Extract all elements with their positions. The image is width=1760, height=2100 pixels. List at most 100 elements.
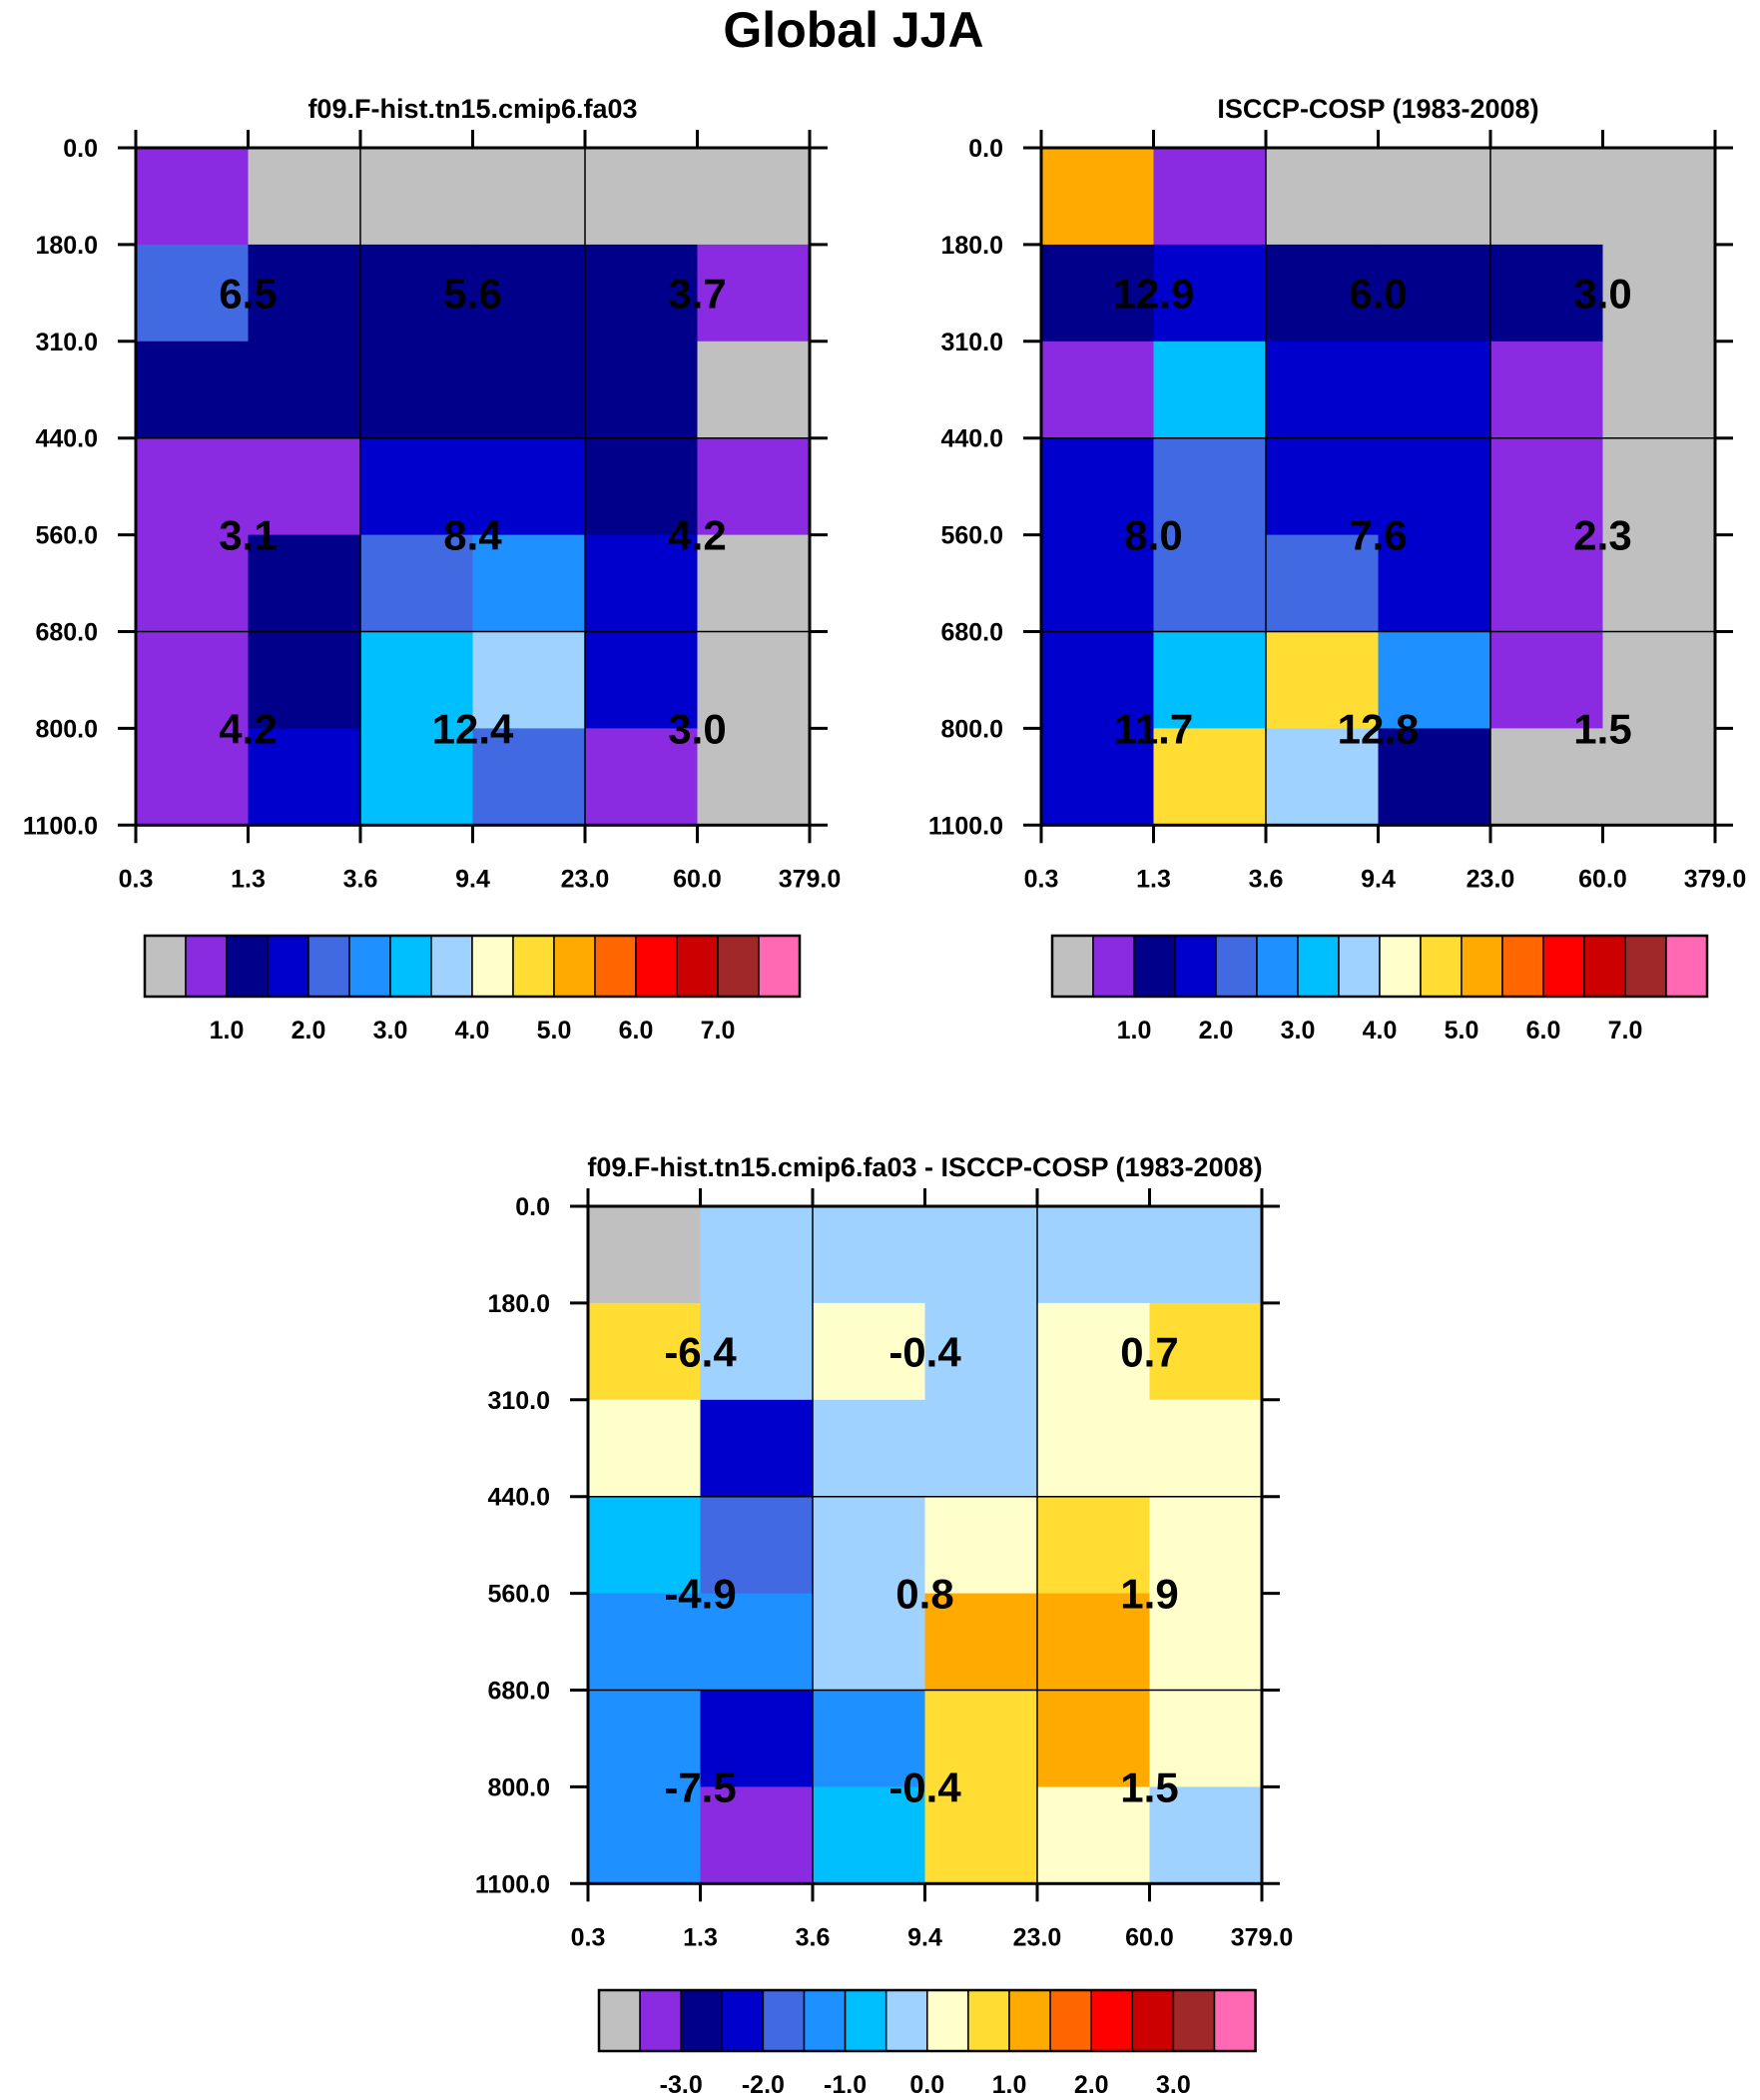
y-tick-label: 180.0 [35, 232, 98, 260]
heatmap-cell [1041, 148, 1155, 246]
colorbar-swatch [512, 935, 555, 998]
heatmap-cell [700, 1690, 814, 1787]
colorbar-swatch [1174, 935, 1217, 998]
colorbar-swatch [553, 935, 596, 998]
heatmap-cell [588, 1302, 702, 1401]
heatmap-cell [248, 244, 361, 343]
heatmap-cell [1041, 244, 1155, 343]
colorbar-swatch [389, 935, 432, 998]
x-tick-label: 379.0 [1231, 1923, 1294, 1951]
x-tick-label: 60.0 [673, 865, 722, 893]
heatmap-cell [1378, 244, 1491, 343]
colorbar-swatch [884, 1989, 928, 2052]
heatmap-cell [1266, 437, 1380, 536]
block-value-label: 8.4 [443, 512, 502, 559]
colorbar-swatch [635, 935, 678, 998]
heatmap-cell [472, 728, 586, 826]
heatmap-cell [585, 631, 699, 729]
heatmap-cell [472, 244, 586, 343]
colorbar-swatch [185, 935, 228, 998]
heatmap-cell [1378, 341, 1491, 439]
heatmap-cell [813, 1690, 926, 1787]
colorbar-swatch [1665, 935, 1708, 998]
colorbar-label: 7.0 [701, 1017, 736, 1045]
block-value-label: -7.5 [664, 1763, 736, 1810]
colorbar-label: 3.0 [1281, 1017, 1316, 1045]
y-tick-label: 1100.0 [23, 812, 98, 840]
heatmap-cell [924, 1302, 1038, 1401]
colorbar-swatch [1297, 935, 1340, 998]
heatmap-cell [1490, 631, 1604, 729]
heatmap-cell [585, 728, 699, 826]
colorbar-swatch [1133, 935, 1176, 998]
colorbar-swatch [758, 935, 801, 998]
heatmap-cell [588, 1786, 702, 1884]
heatmap-cell [136, 728, 250, 826]
block-value-label: 6.0 [1349, 270, 1407, 317]
block-value-label: 0.7 [1120, 1328, 1178, 1375]
block-value-label: 4.2 [668, 512, 726, 559]
panels: f09.F-hist.tn15.cmip6.fa03 0.0 180.0 310.0 4… [23, 94, 1746, 2099]
colorbar-label: 1.0 [210, 1017, 245, 1045]
colorbar-swatch [1008, 1989, 1051, 2052]
y-tick-label: 560.0 [35, 522, 98, 550]
x-tick-label: 379.0 [779, 865, 842, 893]
heatmap-cell [1490, 244, 1604, 343]
x-tick-label: 3.6 [343, 865, 378, 893]
block-value-label: 1.5 [1573, 705, 1631, 752]
colorbar-swatch [1542, 935, 1585, 998]
heatmap-cell [1266, 728, 1380, 826]
y-tick-label: 440.0 [940, 425, 1003, 453]
block-value-label: -6.4 [664, 1328, 737, 1375]
y-tick-label: 560.0 [940, 522, 1003, 550]
heatmap-cell [1041, 631, 1155, 729]
heatmap-cell [1037, 1496, 1151, 1595]
heatmap-cell [1490, 341, 1604, 439]
heatmap-cell [1153, 534, 1267, 633]
y-tick-label: 310.0 [35, 329, 98, 356]
colorbar-swatch [348, 935, 391, 998]
heatmap-cell [813, 1399, 926, 1498]
heatmap-cell [1266, 244, 1380, 343]
heatmap-cell [700, 1593, 814, 1692]
x-tick-label: 60.0 [1125, 1923, 1174, 1951]
heatmap-cell [697, 148, 811, 246]
heatmap-cell [472, 148, 586, 246]
x-tick-label: 23.0 [561, 865, 610, 893]
colorbar: 1.0 2.0 3.0 4.0 5.0 6.0 7.0 [1050, 934, 1709, 1045]
heatmap-cell [585, 148, 699, 246]
colorbar-swatch [307, 935, 350, 998]
heatmap-cell [697, 437, 811, 536]
x-tick-label: 9.4 [1361, 865, 1396, 893]
heatmap-cell [585, 244, 699, 343]
heatmap-cell [813, 1206, 926, 1304]
colorbar-swatch [1420, 935, 1463, 998]
colorbar-frame [1050, 934, 1709, 999]
heatmap-cell [360, 244, 474, 343]
heatmap-cell [1149, 1690, 1263, 1787]
heatmap-cell [1266, 631, 1380, 729]
y-tick-label: 440.0 [487, 1484, 550, 1512]
heatmap-cell [697, 534, 811, 633]
colorbar-swatch [1172, 1989, 1216, 2052]
block-value-label: 3.1 [219, 512, 277, 559]
heatmap-cell [1602, 148, 1716, 246]
colorbar-frame [143, 934, 802, 999]
heatmap-cell [248, 728, 361, 826]
colorbar-swatch [1131, 1989, 1175, 2052]
heatmap-cell [1037, 1786, 1151, 1884]
heatmap-cell [1602, 728, 1716, 826]
heatmap-cell [1153, 631, 1267, 729]
heatmap-cell [924, 1206, 1038, 1304]
colorbar-label: 0.0 [909, 2071, 944, 2099]
heatmap-cell [1149, 1593, 1263, 1692]
heatmap-cell [1149, 1302, 1263, 1401]
colorbar-swatch [594, 935, 637, 998]
heatmap-cell [360, 148, 474, 246]
heatmap-cell [1602, 341, 1716, 439]
block-value-label: 3.0 [668, 705, 726, 752]
block-value-label: 7.6 [1349, 512, 1407, 559]
y-tick-label: 800.0 [35, 715, 98, 743]
heatmap-cell [813, 1302, 926, 1401]
